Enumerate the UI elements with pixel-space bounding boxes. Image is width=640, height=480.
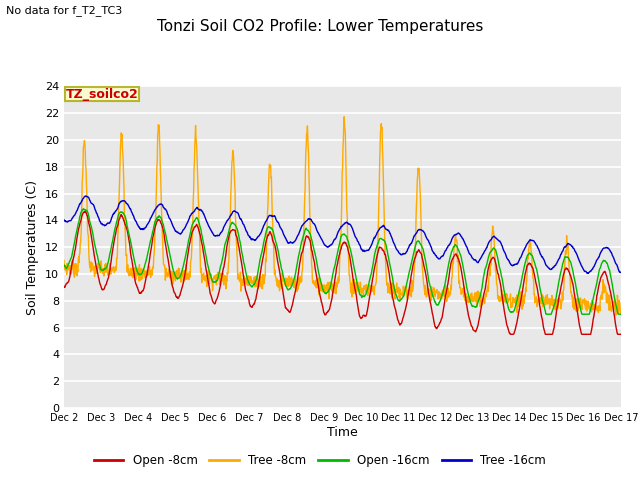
Y-axis label: Soil Temperatures (C): Soil Temperatures (C) [26,180,39,315]
Legend: Open -8cm, Tree -8cm, Open -16cm, Tree -16cm: Open -8cm, Tree -8cm, Open -16cm, Tree -… [89,449,551,472]
Legend:  [65,87,139,101]
Text: Tonzi Soil CO2 Profile: Lower Temperatures: Tonzi Soil CO2 Profile: Lower Temperatur… [157,19,483,34]
X-axis label: Time: Time [327,426,358,439]
Text: No data for f_T2_TC3: No data for f_T2_TC3 [6,5,123,16]
